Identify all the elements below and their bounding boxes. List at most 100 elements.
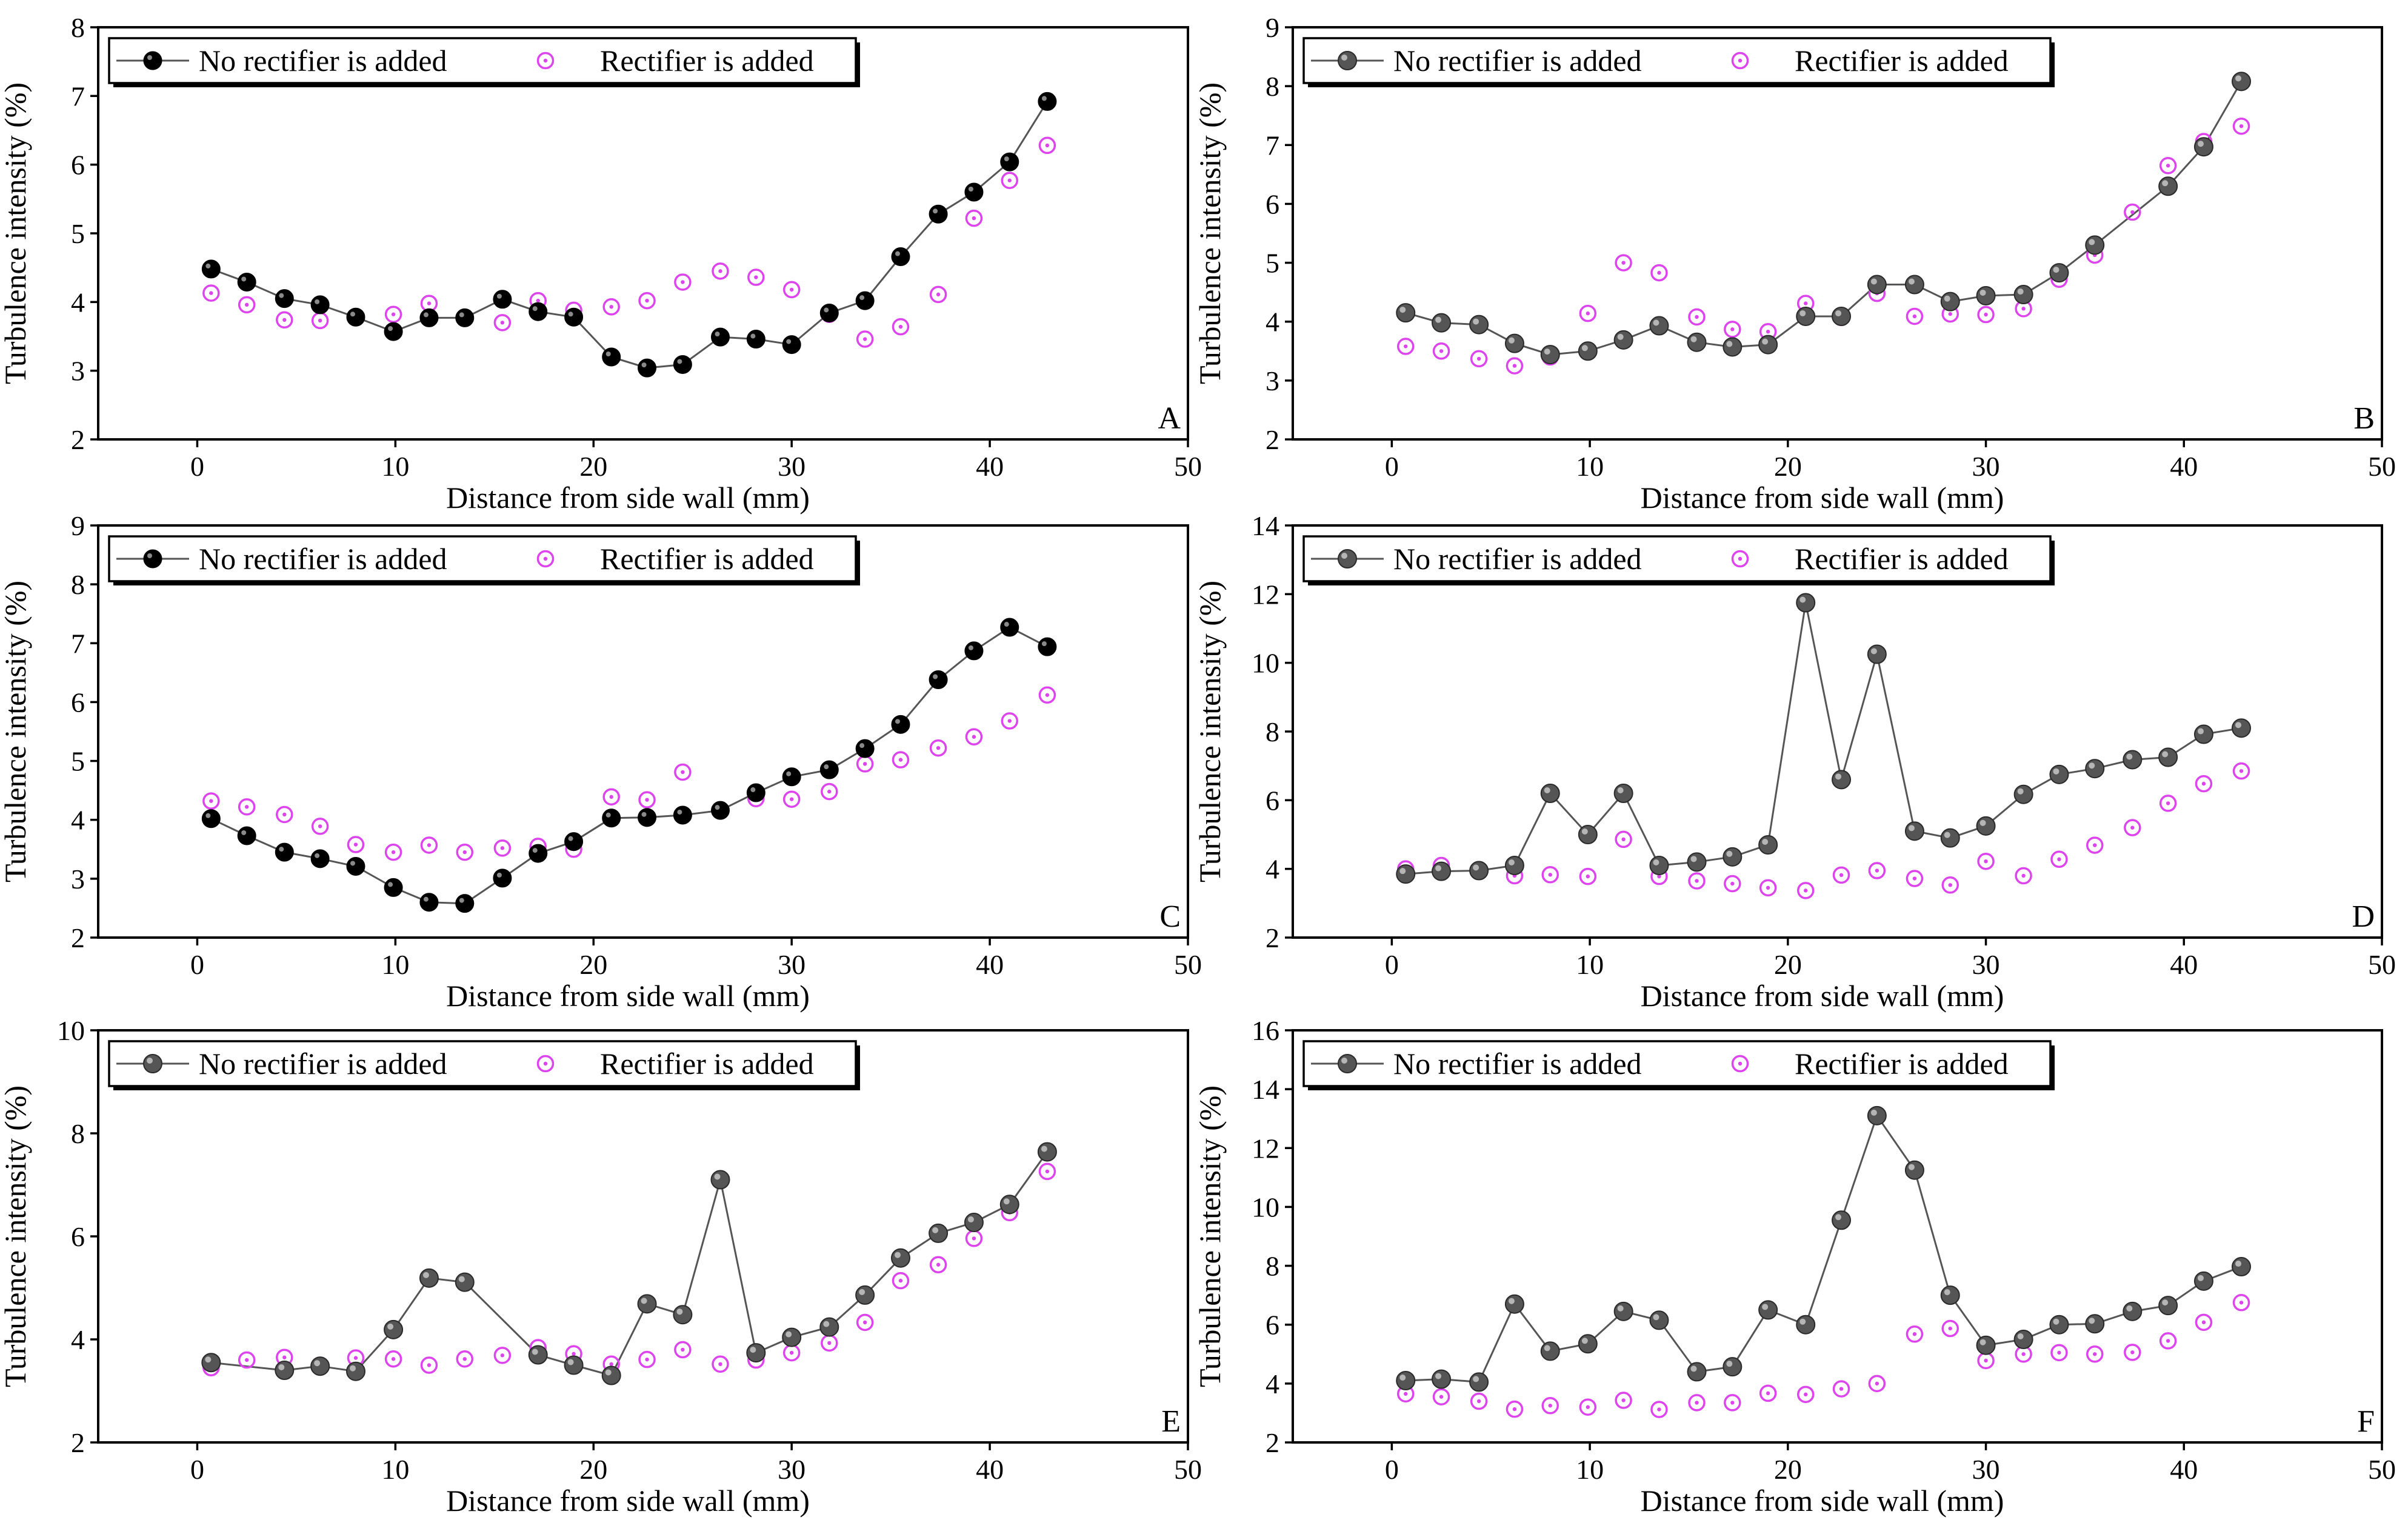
data-point-no-rectifier — [1904, 275, 1924, 295]
plot-frame — [1292, 26, 2383, 441]
y-tick-label: 4 — [71, 287, 85, 318]
marker-center — [1766, 330, 1770, 334]
marker-highlight — [1544, 348, 1550, 355]
data-point-no-rectifier — [1723, 847, 1743, 867]
data-point-rectifier — [1001, 712, 1019, 730]
marker-center — [681, 1347, 685, 1352]
marker-center — [645, 1357, 649, 1362]
plot-frame — [97, 524, 1189, 939]
data-point-no-rectifier — [310, 295, 330, 315]
marker-center — [681, 280, 685, 284]
marker-highlight — [750, 787, 756, 793]
data-point-no-rectifier — [384, 1319, 404, 1339]
marker-highlight — [1762, 839, 1769, 845]
series-line-no-rectifier — [210, 101, 1049, 369]
marker-highlight — [786, 339, 792, 344]
x-tick-label: 10 — [381, 1454, 409, 1485]
data-point-no-rectifier — [2232, 72, 2252, 92]
data-point-rectifier — [856, 330, 874, 348]
marker-highlight — [859, 1288, 865, 1295]
y-tick-label: 8 — [1266, 716, 1279, 747]
data-point-rectifier — [2159, 157, 2177, 175]
marker-highlight — [641, 1298, 647, 1304]
x-tick-label: 0 — [1385, 1454, 1399, 1485]
y-tick-label: 2 — [1266, 1427, 1279, 1458]
data-point-rectifier — [929, 739, 947, 757]
panel-letter: E — [1161, 1404, 1181, 1439]
marker-highlight — [1435, 1373, 1442, 1379]
marker-center — [1621, 261, 1626, 265]
data-point-no-rectifier — [1396, 303, 1416, 323]
marker-highlight — [2235, 1261, 2242, 1267]
data-point-no-rectifier — [2085, 1314, 2105, 1334]
data-point-no-rectifier — [2123, 750, 2143, 770]
data-point-no-rectifier — [275, 1361, 295, 1380]
marker-center — [609, 795, 613, 799]
chart-panel-e: 0 10 20 30 40 50 2 4 6 8 10 Distance from side wall… — [0, 1015, 1202, 1518]
marker-highlight — [422, 1272, 429, 1278]
marker-highlight — [388, 882, 393, 887]
data-point-no-rectifier — [310, 849, 330, 868]
y-tick-label: 10 — [57, 1015, 85, 1046]
x-tick-label: 20 — [1774, 1454, 1802, 1485]
marker-center — [318, 824, 322, 828]
legend-label-no-rectifier: No rectifier is added — [199, 44, 447, 78]
marker-highlight — [1004, 156, 1009, 162]
marker-highlight — [423, 896, 429, 902]
marker-highlight — [967, 1216, 974, 1223]
marker-center — [1804, 1392, 1808, 1397]
data-point-rectifier — [2050, 850, 2068, 868]
y-tick-label: 6 — [71, 150, 85, 181]
marker-center — [353, 842, 358, 847]
marker-highlight — [895, 251, 900, 256]
data-point-no-rectifier — [929, 1223, 949, 1243]
marker-highlight — [496, 872, 502, 878]
data-point-rectifier — [1941, 1319, 1959, 1338]
data-point-no-rectifier — [564, 832, 584, 852]
series-line-no-rectifier — [1406, 602, 2242, 875]
chart-panel-d: 0 10 20 30 40 50 2 4 6 8 10 12 14 Distance from side … — [1193, 510, 2396, 1013]
data-point-rectifier — [1615, 1392, 1632, 1409]
marker-center — [1730, 881, 1735, 886]
marker-highlight — [1944, 295, 1950, 302]
marker-highlight — [1508, 337, 1515, 344]
data-point-rectifier — [2015, 867, 2032, 885]
marker-highlight — [2017, 1333, 2024, 1339]
marker-highlight — [676, 1308, 683, 1315]
marker-center — [244, 1358, 249, 1362]
data-point-no-rectifier — [1038, 637, 1057, 656]
data-point-no-rectifier — [2013, 285, 2033, 305]
data-point-no-rectifier — [1613, 330, 1633, 350]
marker-highlight — [641, 362, 647, 368]
marker-highlight — [1004, 622, 1009, 627]
data-point-rectifier — [2159, 1332, 2177, 1350]
data-point-rectifier — [1796, 1385, 1815, 1404]
marker-center — [2130, 210, 2135, 215]
legend-marker-no-rectifier — [1338, 51, 1357, 70]
marker-center — [645, 798, 649, 802]
data-point-rectifier — [2124, 1344, 2141, 1361]
marker-highlight — [241, 830, 247, 835]
marker-center — [1912, 314, 1917, 319]
series-line-no-rectifier — [1405, 81, 2243, 356]
marker-center — [2057, 857, 2061, 862]
x-tick-label: 50 — [2368, 451, 2396, 482]
marker-center — [972, 735, 976, 739]
panel-letter: D — [2352, 899, 2375, 934]
data-point-rectifier — [420, 836, 438, 854]
x-tick-label: 30 — [778, 451, 805, 482]
data-point-no-rectifier — [1396, 1371, 1416, 1390]
panel-letter: C — [1159, 899, 1181, 934]
marker-highlight — [279, 293, 284, 298]
y-tick-label: 4 — [71, 805, 85, 836]
data-point-no-rectifier — [855, 291, 875, 310]
marker-highlight — [894, 1252, 901, 1258]
marker-center — [898, 1278, 903, 1283]
marker-highlight — [2053, 267, 2059, 273]
y-tick-label: 9 — [1266, 12, 1279, 43]
marker-highlight — [1726, 850, 1733, 857]
legend-label-no-rectifier: No rectifier is added — [199, 542, 447, 576]
data-point-rectifier — [929, 1256, 947, 1273]
x-tick-label: 10 — [1576, 949, 1604, 980]
marker-highlight — [968, 187, 973, 192]
